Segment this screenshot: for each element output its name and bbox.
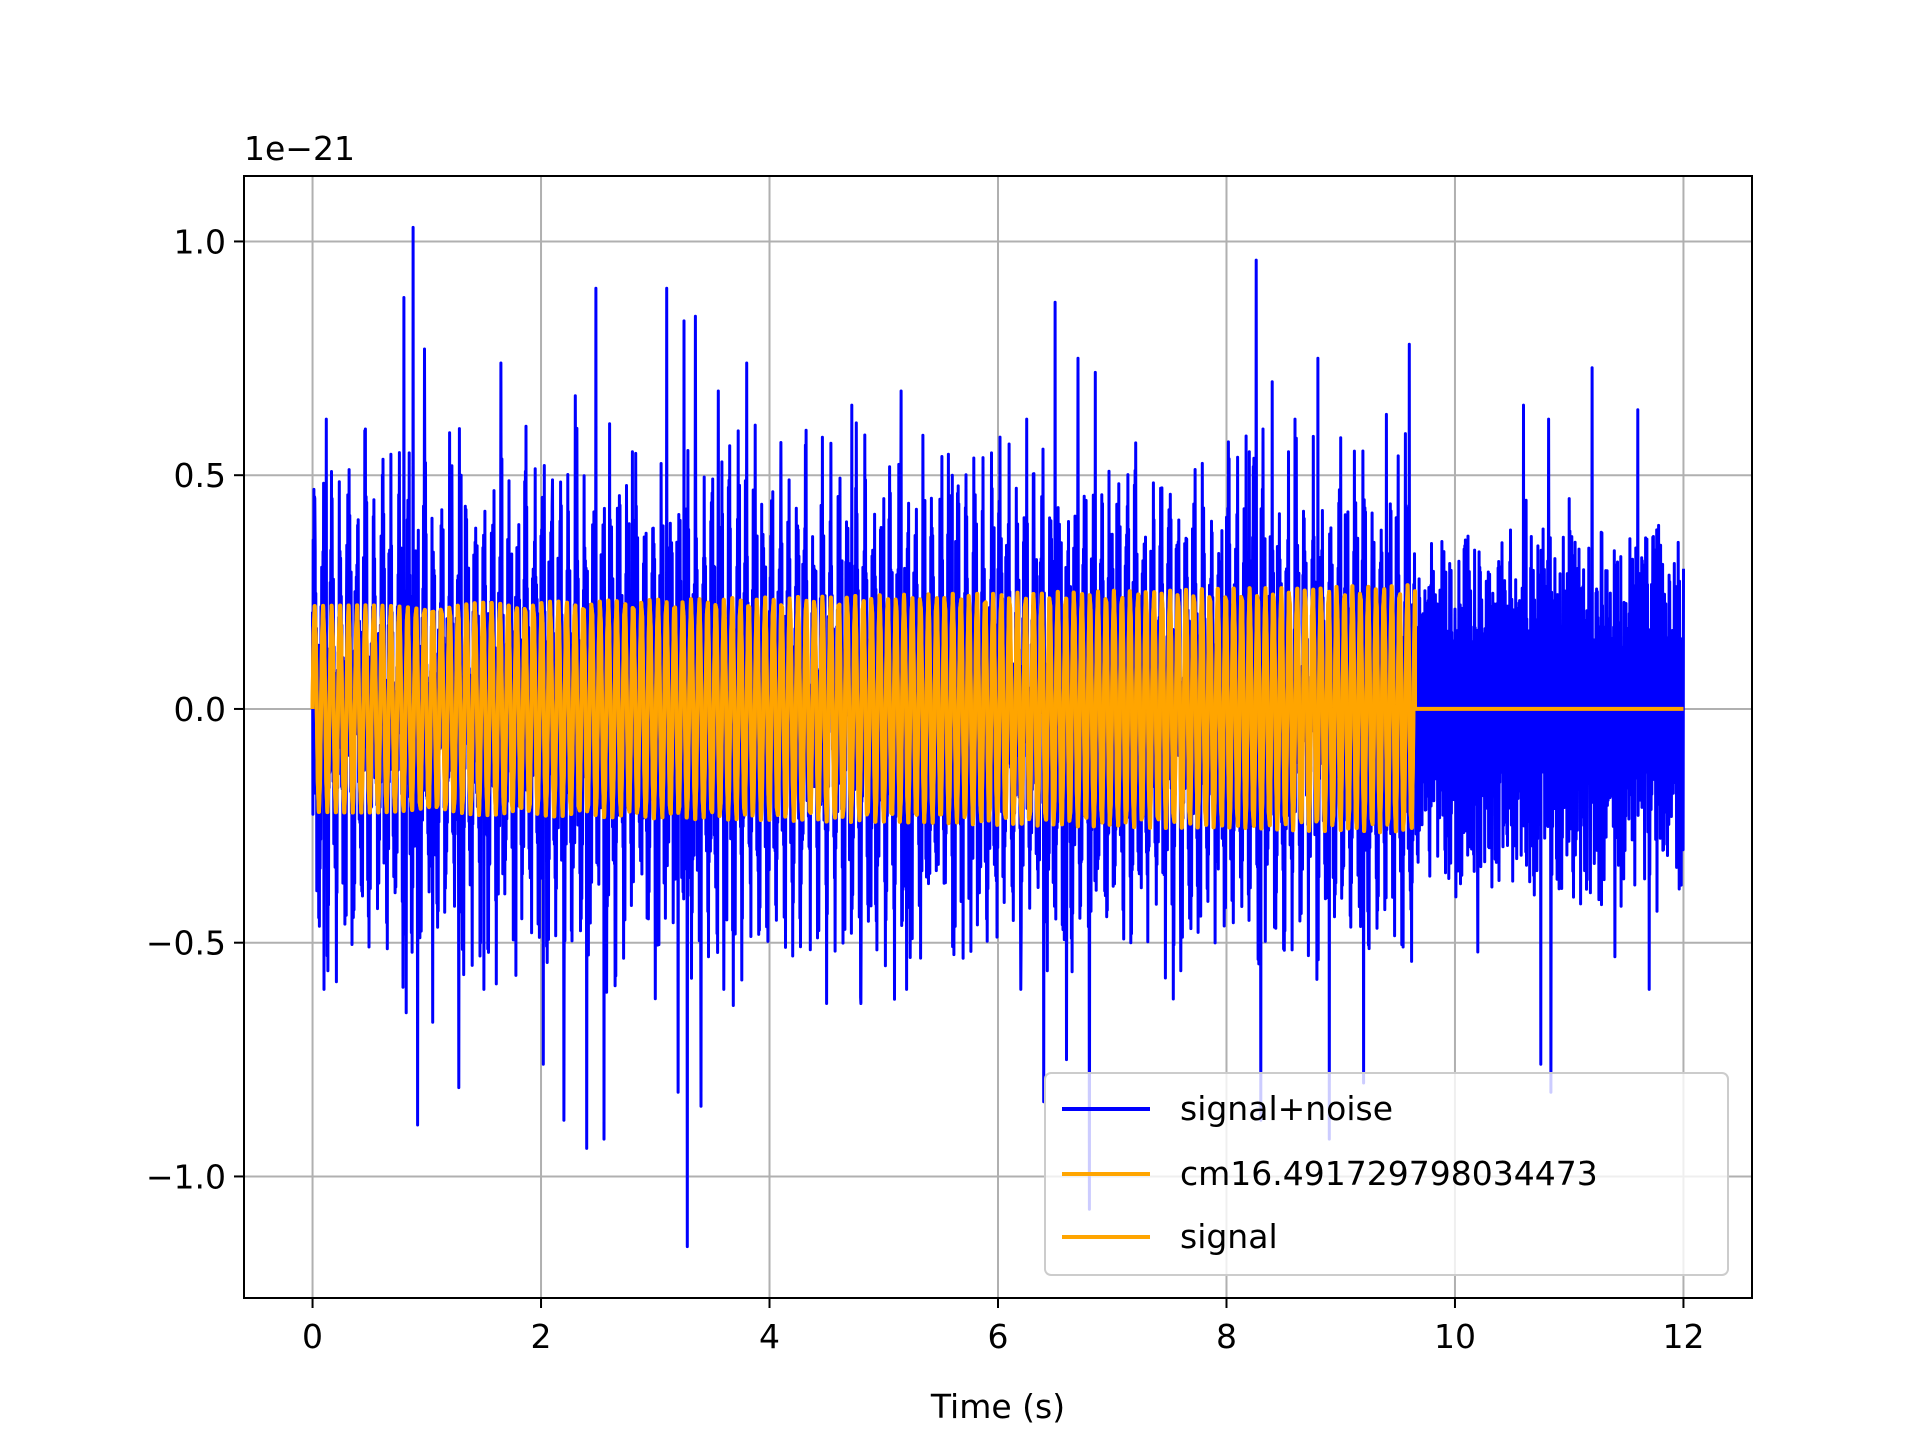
x-tick-label: 0 — [302, 1317, 323, 1356]
series-line-signal-noise — [311, 225, 1685, 1249]
x-tick-label: 2 — [531, 1317, 552, 1356]
y-tick-label: 0.5 — [174, 456, 226, 495]
legend: signal+noise cm16.491729798034473 signal — [1044, 1072, 1729, 1276]
y-tick-label: 0.0 — [174, 690, 226, 729]
x-tick-label: 10 — [1434, 1317, 1476, 1356]
y-offset-label: 1e−21 — [244, 129, 355, 168]
x-tick-label: 6 — [988, 1317, 1009, 1356]
x-tick-label: 4 — [759, 1317, 780, 1356]
y-tick-label: −0.5 — [146, 924, 226, 963]
legend-label-signal: signal — [1180, 1217, 1278, 1256]
legend-box — [1044, 1072, 1729, 1276]
x-axis-label: Time (s) — [930, 1387, 1065, 1426]
x-tick-label: 8 — [1216, 1317, 1237, 1356]
legend-label-signal-noise: signal+noise — [1180, 1089, 1393, 1128]
tick-labels: 0 2 4 6 8 10 12 −1.0 −0.5 0.0 0.5 1.0 — [146, 222, 1705, 1356]
legend-label-cm: cm16.491729798034473 — [1180, 1154, 1598, 1193]
tick-marks — [234, 240, 1685, 1308]
plot-series — [310, 225, 1685, 1249]
x-tick-label: 12 — [1662, 1317, 1704, 1356]
y-tick-label: −1.0 — [146, 1157, 226, 1196]
y-tick-label: 1.0 — [174, 222, 226, 261]
series-line-signal — [310, 583, 1684, 835]
